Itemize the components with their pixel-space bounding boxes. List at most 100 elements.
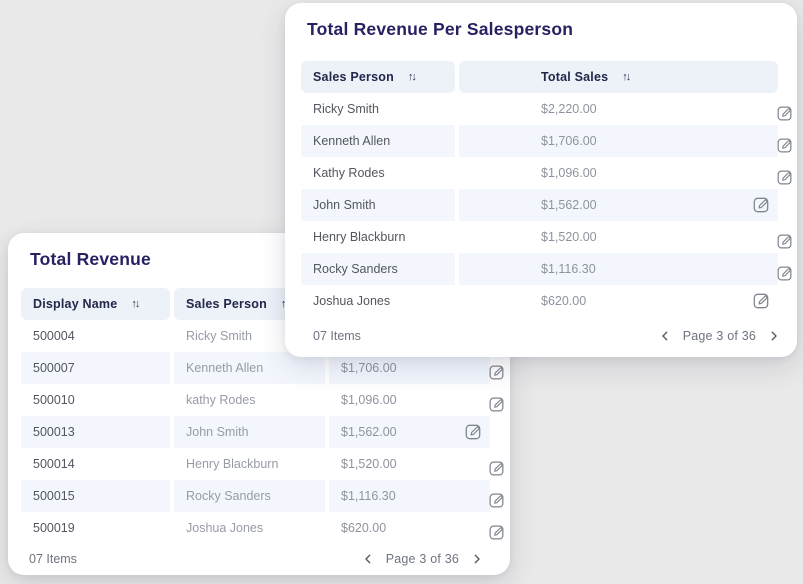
table-cell: John Smith xyxy=(174,416,325,448)
edit-icon xyxy=(776,110,793,125)
table-footer: 07 Items Page 3 of 36 xyxy=(285,317,797,357)
table-body: Ricky Smith$2,220.00 Kenneth Allen$1,706… xyxy=(301,93,778,317)
chevron-left-icon xyxy=(658,331,672,346)
prev-page-button[interactable] xyxy=(359,550,377,568)
table-cell: Henry Blackburn xyxy=(174,448,325,480)
column-header-label: Display Name xyxy=(33,297,117,311)
table-row: Kathy Rodes$1,096.00 xyxy=(301,157,778,189)
total-revenue-per-salesperson-card: Total Revenue Per Salesperson Sales Pers… xyxy=(285,3,797,357)
table-cell: 500007 xyxy=(21,352,170,384)
edit-row-button[interactable] xyxy=(776,105,793,122)
edit-row-button[interactable] xyxy=(488,396,505,413)
dashboard-canvas: Total Revenue Display Name↑↓Sales Person… xyxy=(0,0,803,584)
table-cell: 500010 xyxy=(21,384,170,416)
table-row: 500019Joshua Jones$620.00 xyxy=(21,512,490,544)
sort-icon[interactable]: ↑↓ xyxy=(408,71,415,83)
table-row: 500015Rocky Sanders$1,116.30 xyxy=(21,480,490,512)
table-cell: John Smith xyxy=(301,189,455,221)
edit-icon xyxy=(488,401,505,416)
table-cell: $1,116.30 xyxy=(329,480,490,512)
card-title: Total Revenue Per Salesperson xyxy=(307,17,775,42)
column-header[interactable]: Sales Person ↑↓ xyxy=(301,61,455,93)
column-header-label: Total Sales xyxy=(541,70,608,84)
edit-row-button[interactable] xyxy=(488,492,505,509)
edit-icon xyxy=(776,174,793,189)
table-cell: $1,520.00 xyxy=(329,448,490,480)
edit-row-button[interactable] xyxy=(488,460,505,477)
chevron-right-icon xyxy=(470,554,484,569)
table-cell: Kenneth Allen xyxy=(301,125,455,157)
next-page-button[interactable] xyxy=(468,550,486,568)
column-header[interactable]: Total Sales ↑↓ xyxy=(459,61,778,93)
table-footer: 07 Items Page 3 of 36 xyxy=(8,544,510,575)
edit-icon xyxy=(488,369,505,384)
table-cell: $1,096.00 xyxy=(329,384,490,416)
table-cell: $1,116.30 xyxy=(459,253,778,285)
page-indicator: Page 3 of 36 xyxy=(683,329,756,343)
page-indicator: Page 3 of 36 xyxy=(386,552,459,566)
edit-icon xyxy=(752,202,770,217)
edit-row-button[interactable] xyxy=(776,265,793,282)
edit-icon xyxy=(488,529,505,544)
edit-icon xyxy=(776,270,793,285)
table-cell: $2,220.00 xyxy=(459,93,778,125)
table-cell: Ricky Smith xyxy=(301,93,455,125)
edit-icon xyxy=(776,238,793,253)
table-cell: Rocky Sanders xyxy=(301,253,455,285)
table-cell: Henry Blackburn xyxy=(301,221,455,253)
pagination: Page 3 of 36 xyxy=(656,327,783,345)
chevron-left-icon xyxy=(361,554,375,569)
items-count: 07 Items xyxy=(29,552,77,566)
edit-icon xyxy=(752,298,770,313)
edit-row-button[interactable] xyxy=(752,196,770,214)
table-row: Henry Blackburn$1,520.00 xyxy=(301,221,778,253)
edit-row-button[interactable] xyxy=(776,233,793,250)
column-header-label: Sales Person xyxy=(186,297,267,311)
table-row: Rocky Sanders$1,116.30 xyxy=(301,253,778,285)
table-cell: Kathy Rodes xyxy=(301,157,455,189)
items-count: 07 Items xyxy=(313,329,361,343)
table-cell: Joshua Jones xyxy=(174,512,325,544)
table-cell: $620.00 xyxy=(459,285,778,317)
chevron-right-icon xyxy=(767,331,781,346)
table-cell: Joshua Jones xyxy=(301,285,455,317)
table-row: 500013John Smith$1,562.00 xyxy=(21,416,490,448)
table-cell: 500019 xyxy=(21,512,170,544)
data-table: Sales Person↑↓Total Sales↑↓ Ricky Smith$… xyxy=(301,61,778,317)
table-row: Kenneth Allen$1,706.00 xyxy=(301,125,778,157)
edit-row-button[interactable] xyxy=(464,423,482,441)
table-row: John Smith$1,562.00 xyxy=(301,189,778,221)
column-header-label: Sales Person xyxy=(313,70,394,84)
table-row: 500010kathy Rodes$1,096.00 xyxy=(21,384,490,416)
table-cell: $1,562.00 xyxy=(459,189,778,221)
next-page-button[interactable] xyxy=(765,327,783,345)
edit-icon xyxy=(776,142,793,157)
pagination: Page 3 of 36 xyxy=(359,550,486,568)
table-row: 500014Henry Blackburn$1,520.00 xyxy=(21,448,490,480)
table-cell: $620.00 xyxy=(329,512,490,544)
sort-icon[interactable]: ↑↓ xyxy=(131,298,138,310)
table-header-row: Sales Person ↑↓ Total Sales ↑↓ xyxy=(301,61,778,93)
table-cell: 500015 xyxy=(21,480,170,512)
edit-row-button[interactable] xyxy=(776,169,793,186)
edit-icon xyxy=(488,465,505,480)
table-cell: 500004 xyxy=(21,320,170,352)
table-cell: $1,706.00 xyxy=(459,125,778,157)
edit-row-button[interactable] xyxy=(488,364,505,381)
edit-row-button[interactable] xyxy=(752,292,770,310)
edit-row-button[interactable] xyxy=(776,137,793,154)
sort-icon[interactable]: ↑↓ xyxy=(622,71,629,83)
table-row: Ricky Smith$2,220.00 xyxy=(301,93,778,125)
table-cell: kathy Rodes xyxy=(174,384,325,416)
table-cell: 500014 xyxy=(21,448,170,480)
table-row: Joshua Jones$620.00 xyxy=(301,285,778,317)
edit-icon xyxy=(488,497,505,512)
table-cell: 500013 xyxy=(21,416,170,448)
edit-icon xyxy=(464,429,482,444)
column-header[interactable]: Display Name ↑↓ xyxy=(21,288,170,320)
table-cell: $1,096.00 xyxy=(459,157,778,189)
table-cell: Rocky Sanders xyxy=(174,480,325,512)
edit-row-button[interactable] xyxy=(488,524,505,541)
prev-page-button[interactable] xyxy=(656,327,674,345)
table-cell: $1,520.00 xyxy=(459,221,778,253)
